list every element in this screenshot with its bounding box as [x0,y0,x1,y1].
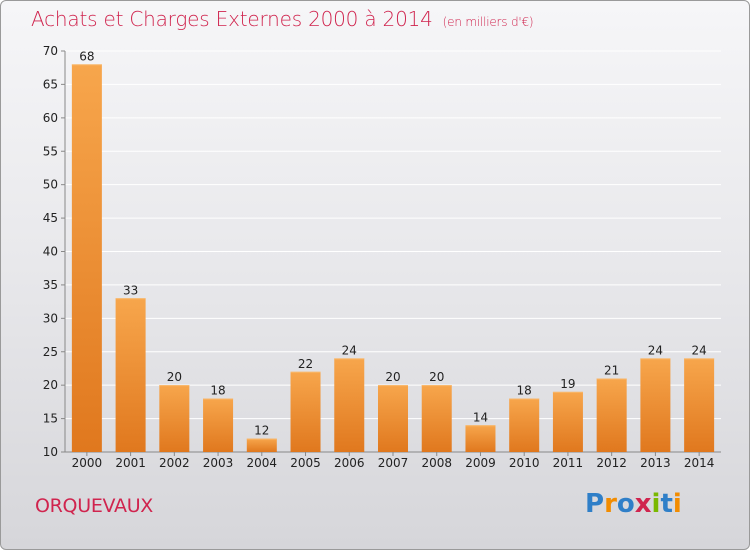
y-tick-label: 40 [43,245,58,259]
x-tick-label: 2009 [465,456,496,470]
value-label: 68 [79,49,94,63]
value-label: 12 [254,424,269,438]
y-tick-label: 65 [43,77,58,91]
bar [684,358,715,452]
logo-letter: o [616,489,635,519]
value-label: 22 [298,357,313,371]
bar [71,64,102,452]
bar [640,358,671,452]
x-tick-label: 2007 [378,456,409,470]
bar [290,371,321,452]
y-tick-label: 30 [43,311,58,325]
x-tick-label: 2012 [596,456,627,470]
value-label: 21 [604,363,619,377]
bar [246,438,277,452]
y-tick-label: 55 [43,144,58,158]
chart-title: Achats et Charges Externes 2000 à 2014 (e… [31,7,534,31]
y-tick-label: 50 [43,178,58,192]
logo-letter: x [634,489,652,519]
value-label: 24 [648,343,663,357]
y-tick-label: 45 [43,211,58,225]
bar [115,298,146,452]
x-tick-label: 2010 [509,456,540,470]
commune-name: ORQUEVAUX [35,495,154,517]
logo-letter: i [651,489,661,519]
y-tick-label: 70 [43,44,58,58]
x-tick-label: 2014 [684,456,715,470]
bar [203,398,234,452]
proxiti-logo: Proxiti [585,489,682,519]
logo-letter: t [660,489,673,519]
logo-letter: P [585,489,605,519]
bar [334,358,365,452]
x-tick-label: 2000 [72,456,103,470]
x-tick-label: 2001 [115,456,146,470]
x-tick-label: 2013 [640,456,671,470]
value-label: 14 [473,410,488,424]
x-tick-label: 2006 [334,456,365,470]
x-tick-label: 2005 [290,456,321,470]
logo-letter: i [672,489,682,519]
bar [159,385,190,452]
y-tick-label: 15 [43,412,58,426]
y-tick-label: 20 [43,378,58,392]
value-label: 24 [342,343,357,357]
value-label: 20 [429,370,444,384]
bar [378,385,408,452]
unit-note: (en milliers d'€) [442,15,534,29]
y-tick-label: 60 [43,111,58,125]
bar [552,391,583,452]
bar [465,425,496,452]
x-tick-label: 2003 [203,456,234,470]
bar [509,398,540,452]
value-label: 18 [517,384,532,398]
x-tick-label: 2008 [421,456,452,470]
x-tick-label: 2011 [553,456,584,470]
logo-letter: r [604,489,617,519]
value-label: 20 [385,370,400,384]
value-label: 20 [167,370,182,384]
value-label: 24 [691,343,706,357]
value-label: 19 [560,377,575,391]
value-label: 18 [210,384,225,398]
x-tick-label: 2002 [159,456,190,470]
y-tick-label: 25 [43,345,58,359]
y-tick-label: 35 [43,278,58,292]
value-label: 33 [123,283,138,297]
bar [596,378,627,452]
y-tick-label: 10 [43,445,58,459]
chart-title-text: Achats et Charges Externes 2000 à 2014 [31,7,433,31]
x-tick-label: 2004 [247,456,278,470]
bar [421,385,452,452]
